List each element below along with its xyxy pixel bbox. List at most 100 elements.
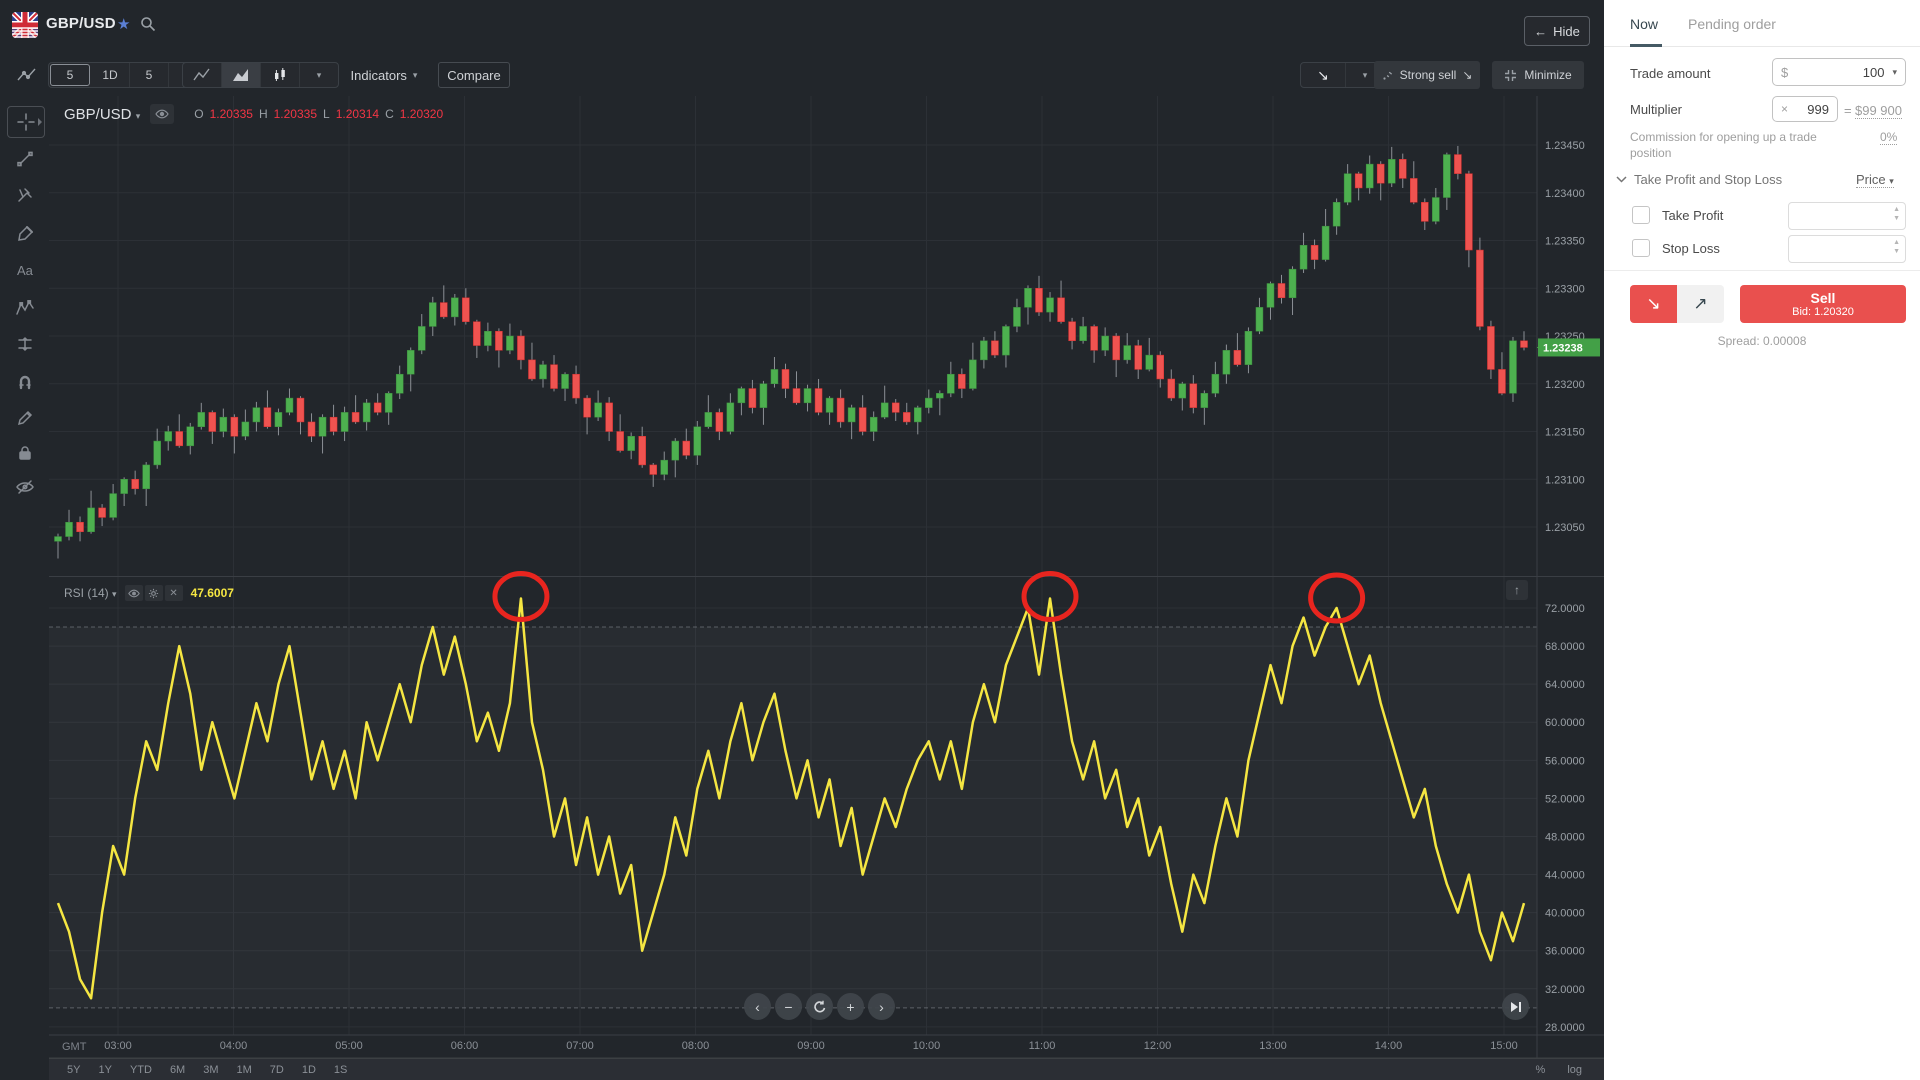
text-tool-icon[interactable]: Aa	[7, 255, 43, 285]
range-button-3m[interactable]: 3M	[203, 1063, 219, 1076]
step-down-icon[interactable]: ▼	[1893, 215, 1900, 222]
chart-type-dropdown[interactable]: ▾	[300, 63, 338, 87]
stop-loss-checkbox[interactable]	[1632, 239, 1650, 257]
symbol-title: GBP/USD	[46, 15, 116, 32]
trade-amount-input[interactable]: $ 100 ▾	[1772, 58, 1906, 86]
tab-now[interactable]: Now	[1630, 16, 1659, 32]
step-up-icon[interactable]: ▲	[1893, 239, 1900, 246]
stepper-arrows[interactable]: ▲ ▼	[1893, 239, 1900, 255]
tpsl-chevron-icon[interactable]	[1616, 176, 1627, 183]
stepper-arrows[interactable]: ▲ ▼	[1893, 206, 1900, 222]
range-button-1m[interactable]: 1M	[236, 1063, 252, 1076]
gbp-flag-icon	[12, 12, 38, 38]
indicators-button[interactable]: Indicators ▾	[338, 62, 430, 88]
scroll-right-button[interactable]: ›	[868, 993, 895, 1020]
sell-direction-toggle[interactable]: ↘	[1630, 285, 1677, 323]
go-to-realtime-button[interactable]	[1502, 993, 1529, 1020]
svg-text:05:00: 05:00	[335, 1040, 363, 1052]
area-chart-type-button[interactable]	[222, 63, 261, 87]
hide-panel-button[interactable]: ← Hide	[1524, 16, 1590, 46]
chart-snapshot-icon[interactable]	[10, 62, 44, 88]
timeframe-count-button[interactable]: 5	[130, 63, 169, 87]
range-button-ytd[interactable]: YTD	[129, 1063, 152, 1076]
tpsl-section-label[interactable]: Take Profit and Stop Loss	[1634, 172, 1783, 187]
rsi-current-value: 47.6007	[190, 586, 234, 600]
minimize-label: Minimize	[1524, 68, 1572, 82]
step-up-icon[interactable]: ▲	[1893, 206, 1900, 213]
range-button-7d[interactable]: 7D	[269, 1063, 284, 1076]
tpsl-mode-select[interactable]: Price ▾	[1856, 172, 1894, 188]
sell-button-label: Sell	[1810, 289, 1836, 306]
log-scale-button[interactable]: log	[1567, 1063, 1582, 1076]
rsi-settings-gear-icon[interactable]	[144, 585, 163, 601]
candlestick-type-button[interactable]	[261, 63, 300, 87]
price-chart-canvas[interactable]: 1.234501.234001.233501.233001.232501.232…	[0, 0, 1604, 1080]
legend-symbol[interactable]: GBP/USD ▾	[64, 105, 141, 123]
active-tab-underline	[1630, 44, 1662, 47]
percent-scale-button[interactable]: %	[1535, 1063, 1546, 1076]
range-button-5y[interactable]: 5Y	[67, 1063, 81, 1076]
rsi-eye-icon[interactable]	[124, 585, 143, 601]
pencil-tool-icon[interactable]	[7, 403, 43, 433]
rsi-collapse-button[interactable]: ↑	[1506, 580, 1528, 600]
rsi-title[interactable]: RSI (14) ▾	[64, 586, 117, 600]
equals-sign: =	[1844, 103, 1852, 118]
multiplier-label: Multiplier	[1630, 102, 1683, 117]
hide-drawings-tool-icon[interactable]	[7, 472, 43, 502]
multiplier-value: 999	[1807, 101, 1829, 117]
magnet-tool-icon[interactable]	[7, 367, 43, 397]
tab-pending-order[interactable]: Pending order	[1688, 16, 1776, 32]
buy-direction-toggle[interactable]: ↗	[1677, 285, 1724, 323]
crosshair-tool-icon[interactable]	[7, 106, 45, 138]
svg-text:64.0000: 64.0000	[1545, 679, 1585, 691]
svg-text:40.0000: 40.0000	[1545, 908, 1585, 920]
favorite-star-icon[interactable]: ★	[117, 16, 131, 33]
chevron-down-icon: ▾	[135, 110, 141, 121]
ohlc-readout: O 1.20335 H 1.20335 L 1.20314 C 1.20320	[194, 107, 444, 121]
timeframe-value-button[interactable]: 5	[50, 64, 90, 86]
svg-text:07:00: 07:00	[566, 1040, 594, 1052]
zoom-in-button[interactable]: +	[837, 993, 864, 1020]
sell-button[interactable]: Sell Bid: 1.20320	[1740, 285, 1906, 323]
down-right-arrow-icon: ↘	[1317, 66, 1329, 83]
trend-line-tool-icon[interactable]	[7, 144, 43, 174]
svg-text:48.0000: 48.0000	[1545, 831, 1585, 843]
commission-value[interactable]: 0%	[1880, 130, 1898, 145]
svg-text:1.23238: 1.23238	[1543, 342, 1583, 354]
projection-tool-icon[interactable]	[7, 329, 43, 359]
scroll-left-button[interactable]: ‹	[744, 993, 771, 1020]
pattern-tool-icon[interactable]	[7, 293, 43, 323]
multiplier-input[interactable]: × 999	[1772, 96, 1838, 122]
timeframe-period-button[interactable]: 1D	[91, 63, 130, 87]
line-chart-type-button[interactable]	[183, 63, 222, 87]
brush-tool-icon[interactable]	[7, 219, 43, 249]
direction-dropdown[interactable]: ▾	[1346, 63, 1384, 87]
range-button-6m[interactable]: 6M	[169, 1063, 186, 1076]
timeframe-group: 5 1D 5 ▾	[48, 62, 208, 88]
range-button-1s[interactable]: 1S	[333, 1063, 348, 1076]
signal-strong-sell-button[interactable]: Strong sell ↘	[1374, 61, 1480, 89]
search-icon[interactable]	[140, 16, 156, 32]
lock-tool-icon[interactable]	[7, 438, 43, 468]
zoom-out-button[interactable]: −	[775, 993, 802, 1020]
sell-button-bid: Bid: 1.20320	[1792, 305, 1854, 318]
direction-sell-arrow-button[interactable]: ↘	[1301, 63, 1346, 87]
reset-zoom-button[interactable]	[806, 993, 833, 1020]
pitchfork-tool-icon[interactable]	[7, 180, 43, 210]
range-button-1d[interactable]: 1D	[301, 1063, 316, 1076]
order-tabs: Now Pending order	[1604, 0, 1920, 47]
rsi-panel-header: RSI (14) ▾ ✕ 47.6007	[64, 585, 234, 601]
take-profit-checkbox[interactable]	[1632, 206, 1650, 224]
chart-nav-controls: ‹ − + ›	[744, 993, 895, 1020]
stop-loss-input[interactable]: ▲ ▼	[1788, 235, 1906, 263]
chevron-down-icon: ▾	[1362, 69, 1368, 80]
eye-icon[interactable]	[150, 104, 175, 124]
exposure-value[interactable]: $99 900	[1855, 103, 1902, 119]
minimize-button[interactable]: Minimize	[1492, 61, 1584, 89]
take-profit-input[interactable]: ▲ ▼	[1788, 202, 1906, 230]
rsi-close-icon[interactable]: ✕	[164, 585, 183, 601]
step-down-icon[interactable]: ▼	[1893, 248, 1900, 255]
chart-area: GBP/USD ★ ← Hide 5 1D 5	[0, 0, 1604, 1080]
compare-button[interactable]: Compare	[438, 62, 510, 88]
range-button-1y[interactable]: 1Y	[98, 1063, 112, 1076]
